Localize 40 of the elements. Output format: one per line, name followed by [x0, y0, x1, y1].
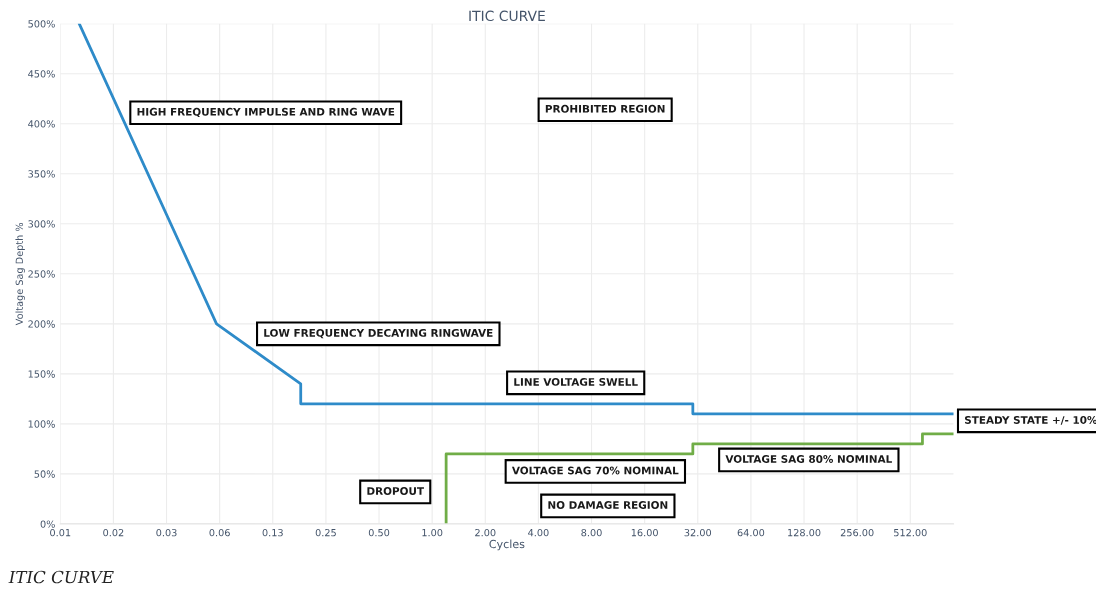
annotation: VOLTAGE SAG 70% NOMINAL: [511, 466, 679, 475]
y-tick-label: 300%: [28, 220, 55, 228]
chart-title: ITIC CURVE: [469, 10, 545, 22]
x-tick-label: 0.50: [368, 528, 390, 537]
annotation: HIGH FREQUENCY IMPULSE AND RING WAVE: [137, 107, 395, 118]
x-axis-title: Cycles: [489, 539, 525, 551]
x-tick-label: 16.00: [631, 528, 658, 537]
x-tick-label: 0.13: [262, 528, 283, 537]
x-tick-label: 0.03: [156, 528, 177, 537]
y-tick-label: 0%: [40, 520, 55, 528]
y-tick-label: 500%: [28, 20, 55, 28]
x-tick-label: 512.00: [894, 528, 927, 537]
x-tick-label: 8.00: [581, 528, 602, 537]
annotation: VOLTAGE SAG 80% NOMINAL: [725, 455, 892, 463]
x-tick-label: 4.00: [528, 528, 549, 537]
x-tick-label: 0.06: [209, 528, 230, 537]
x-tick-label: 32.00: [684, 528, 712, 537]
y-tick-label: 200%: [28, 320, 55, 328]
y-tick-label: 150%: [28, 370, 55, 378]
text: ITIC CURVE: [8, 570, 114, 584]
annotation: LOW FREQUENCY DECAYING RINGWAVE: [264, 328, 493, 339]
y-axis-title: Voltage Sag Depth %: [15, 222, 25, 326]
x-tick-label: 0.02: [103, 528, 124, 537]
x-tick-label: 256.00: [840, 528, 874, 537]
annotation: PROHIBITED REGION: [545, 104, 665, 113]
y-tick-label: 250%: [28, 270, 55, 278]
x-tick-label: 0.01: [50, 528, 71, 537]
annotation: DROPOUT: [367, 487, 424, 495]
y-tick-label: 350%: [28, 170, 55, 178]
y-tick-label: 50%: [34, 470, 55, 478]
y-tick-label: 100%: [28, 420, 55, 428]
x-tick-label: 1.00: [422, 528, 443, 537]
annotation: LINE VOLTAGE SWELL: [514, 378, 638, 386]
x-tick-label: 2.00: [475, 528, 496, 537]
x-tick-label: 128.00: [788, 528, 821, 537]
annotation: NO DAMAGE REGION: [548, 501, 668, 509]
x-tick-label: 0.25: [315, 528, 336, 537]
y-tick-label: 450%: [28, 70, 55, 78]
y-tick-label: 400%: [28, 120, 55, 128]
x-tick-label: 64.00: [737, 528, 765, 537]
